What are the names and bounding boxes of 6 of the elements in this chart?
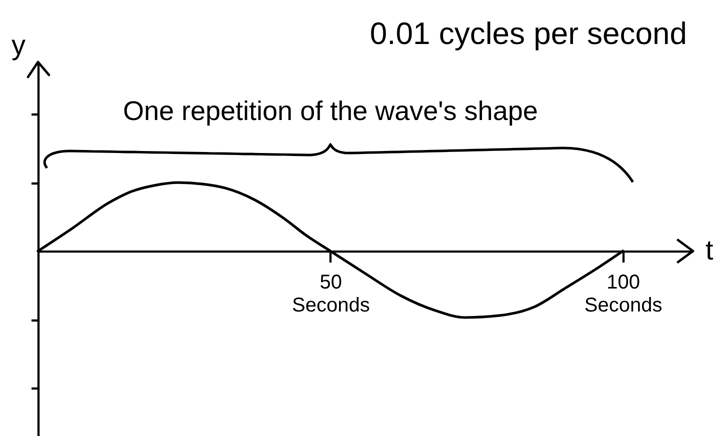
x-tick-label: 50 Seconds [292, 272, 370, 317]
y-axis-title: y [12, 30, 26, 60]
text: One repetition of the wave's shape [122, 96, 538, 126]
chart-title: 0.01 cycles per second [370, 16, 687, 51]
x-tick-label: 100 Seconds [584, 272, 662, 317]
x-axis-title: t [706, 234, 714, 266]
